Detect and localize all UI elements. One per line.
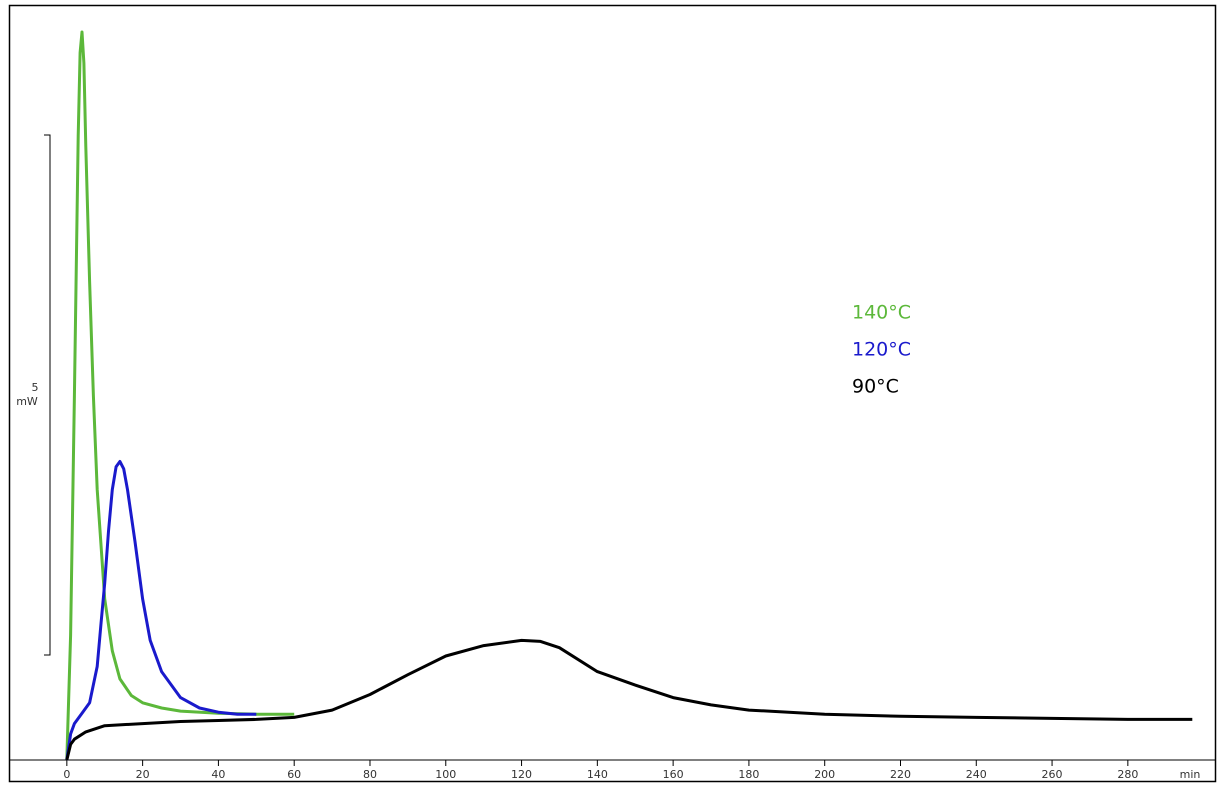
x-tick-label: 260	[1042, 768, 1063, 781]
x-tick-label: 140	[587, 768, 608, 781]
x-tick-label: 180	[738, 768, 759, 781]
x-tick-label: 120	[511, 768, 532, 781]
legend-entry: 90°C	[852, 376, 899, 398]
x-tick-label: 0	[63, 768, 70, 781]
data-line	[65, 30, 295, 761]
x-tick-label: 60	[287, 768, 301, 781]
data-line	[65, 638, 1193, 761]
legend-entry: 120°C	[852, 339, 911, 361]
data-line	[65, 460, 257, 761]
x-tick-label: 160	[663, 768, 684, 781]
scale-bar-value: 5	[32, 381, 39, 394]
x-tick-label: 280	[1117, 768, 1138, 781]
scale-bar	[44, 134, 51, 656]
scale-bar-unit: mW	[16, 395, 38, 408]
x-tick-label: 100	[435, 768, 456, 781]
frame	[8, 4, 1217, 783]
x-tick-label: 220	[890, 768, 911, 781]
legend-entry: 140°C	[852, 302, 911, 324]
x-tick-label: 20	[136, 768, 150, 781]
x-axis-label: min	[1180, 768, 1201, 781]
x-tick-label: 240	[966, 768, 987, 781]
x-tick-label: 80	[363, 768, 377, 781]
x-tick-label: 40	[211, 768, 225, 781]
x-tick-label: 200	[814, 768, 835, 781]
